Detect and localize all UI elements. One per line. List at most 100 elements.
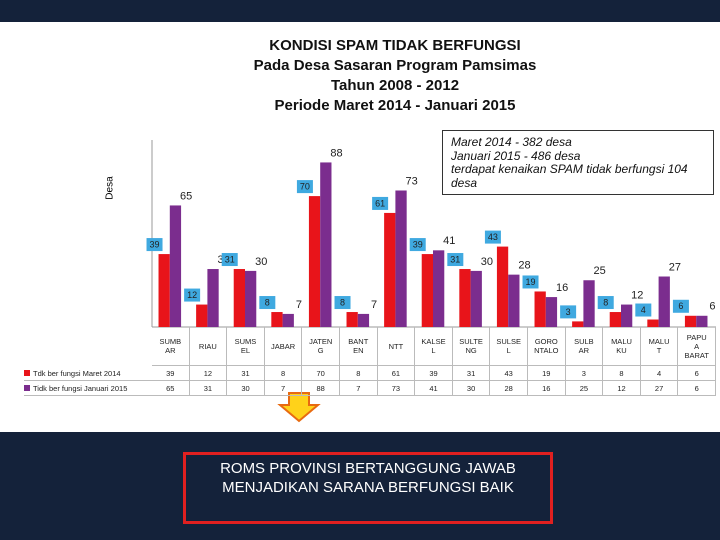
value-label: 8 — [603, 297, 608, 307]
bar — [207, 269, 219, 327]
legend-entry: Tidk ber fungsi Januari 2015 — [24, 381, 152, 396]
chart-title: Pada Desa Sasaran Program Pamsimas — [253, 57, 537, 74]
chart-panel — [0, 22, 720, 432]
value-label-bg — [184, 288, 201, 302]
table-value: 27 — [640, 381, 679, 396]
bar — [433, 250, 445, 327]
category-label: SULB AR — [565, 327, 604, 366]
bar — [534, 291, 546, 327]
bar — [470, 270, 482, 327]
value-label-bg — [560, 305, 577, 319]
bar — [583, 280, 595, 327]
table-value: 6 — [678, 366, 716, 381]
value-label: 7 — [371, 299, 377, 311]
value-label-bg — [259, 296, 276, 310]
legend-swatch — [24, 370, 30, 376]
bar — [647, 319, 659, 327]
bar — [545, 297, 558, 327]
value-label: 8 — [340, 297, 345, 307]
bar — [271, 312, 283, 327]
value-label: 70 — [300, 181, 310, 191]
table-value: 30 — [227, 381, 265, 396]
value-label: 4 — [641, 305, 646, 315]
bar — [696, 315, 708, 327]
value-label: 8 — [265, 297, 270, 307]
footer-box: ROMS PROVINSI BERTANGGUNG JAWAB MENJADIK… — [183, 452, 553, 524]
chart-title: KONDISI SPAM TIDAK BERFUNGSI — [269, 37, 521, 54]
bar — [346, 312, 358, 327]
category-label: SULSE L — [490, 327, 528, 366]
bar — [684, 315, 697, 327]
arrow — [277, 392, 321, 423]
bar — [621, 304, 633, 327]
table-value: 30 — [452, 381, 491, 396]
bar — [395, 190, 407, 327]
table-value: 70 — [302, 366, 340, 381]
table-value: 43 — [490, 366, 528, 381]
bar — [158, 254, 170, 327]
chart-title: Periode Maret 2014 - Januari 2015 — [274, 97, 516, 114]
value-label-bg — [296, 180, 313, 194]
category-label: MALU T — [640, 327, 679, 366]
table-value: 31 — [452, 366, 491, 381]
value-label-bg — [372, 196, 389, 210]
table-value: 12 — [603, 381, 641, 396]
value-label: 73 — [406, 175, 418, 187]
table-value: 31 — [227, 366, 265, 381]
category-label: SUMS EL — [227, 327, 265, 366]
value-label-bg — [334, 296, 351, 310]
table-value: 8 — [264, 366, 303, 381]
value-label-bg — [221, 253, 238, 267]
table-value: 39 — [152, 366, 190, 381]
legend-label: Tdk ber fungsi Maret 2014 — [33, 368, 121, 378]
bar — [169, 205, 182, 327]
bar — [233, 269, 245, 327]
bar — [421, 254, 433, 327]
value-label: 28 — [518, 260, 530, 272]
annotation: Maret 2014 - 382 desa Januari 2015 - 486… — [442, 130, 714, 195]
category-label: MALU KU — [603, 327, 641, 366]
value-label: 30 — [255, 256, 267, 268]
bar — [282, 313, 294, 327]
value-label-bg — [484, 230, 501, 244]
value-label: 25 — [594, 265, 606, 277]
value-label: 65 — [180, 190, 192, 202]
table-value: 19 — [528, 366, 566, 381]
value-label-bg — [597, 296, 614, 310]
value-label-bg — [447, 253, 464, 267]
value-label-bg — [146, 238, 163, 252]
table-value: 28 — [490, 381, 528, 396]
value-label: 16 — [556, 282, 568, 294]
value-label-bg — [409, 238, 426, 252]
chart-title: Tahun 2008 - 2012 — [330, 77, 460, 94]
bar — [658, 276, 670, 327]
category-label: JABAR — [264, 327, 303, 366]
table-value: 65 — [152, 381, 190, 396]
value-label: 6 — [709, 301, 715, 313]
category-label: BANT EN — [340, 327, 378, 366]
bar — [357, 313, 370, 327]
value-label: 31 — [225, 254, 235, 264]
category-label: SULTE NG — [452, 327, 491, 366]
value-label: 3 — [566, 307, 571, 317]
value-label-bg — [672, 299, 689, 313]
value-label: 39 — [150, 239, 160, 249]
table-value: 31 — [189, 381, 228, 396]
bar — [384, 212, 396, 327]
category-label: NTT — [377, 327, 416, 366]
value-label-bg — [522, 275, 539, 289]
category-label: SUMB AR — [152, 327, 190, 366]
bar — [245, 270, 257, 327]
value-label: 12 — [187, 290, 197, 300]
legend-swatch — [24, 385, 30, 391]
value-label-bg — [635, 303, 652, 317]
table-value: 16 — [528, 381, 566, 396]
table-value: 12 — [189, 366, 228, 381]
table-value: 39 — [415, 366, 453, 381]
table-value: 41 — [415, 381, 453, 396]
value-label: 41 — [443, 235, 455, 247]
table-value: 25 — [565, 381, 604, 396]
value-label: 12 — [631, 289, 643, 301]
